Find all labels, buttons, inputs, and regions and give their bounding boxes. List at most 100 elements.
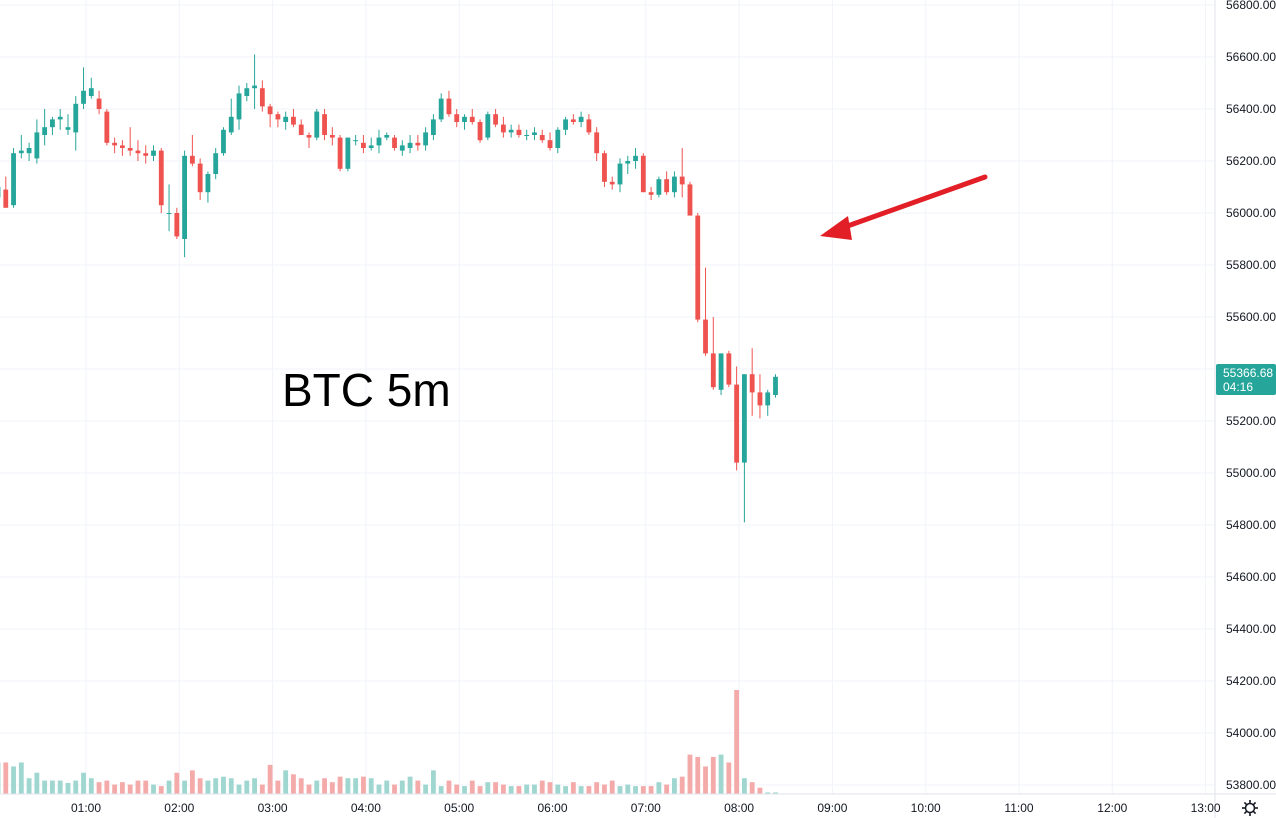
- time-axis[interactable]: 01:00 02:00 03:00 04:00 05:00 06:00 07:00 08:00…: [71, 801, 1221, 815]
- candle-body: [26, 148, 32, 154]
- price-tick-label: 56400.00: [1226, 102, 1276, 116]
- candle-body: [477, 122, 483, 141]
- volume-bar: [749, 782, 755, 794]
- candle-body: [415, 142, 421, 146]
- volume-bar: [81, 772, 86, 794]
- candle-body: [679, 176, 685, 185]
- price-axis[interactable]: 53800.00 54000.00 54200.00 54400.00 54600.00…: [1226, 0, 1276, 792]
- volume-bar: [578, 786, 584, 794]
- volume-bar: [648, 786, 654, 794]
- volume-bar: [57, 780, 63, 794]
- candle-body: [65, 127, 71, 130]
- volume-bar: [221, 776, 226, 794]
- volume-bar: [430, 770, 436, 794]
- volume-bar: [104, 780, 110, 794]
- candle-body: [197, 163, 203, 193]
- volume-bar: [112, 784, 118, 794]
- volume-bar: [143, 780, 149, 794]
- candle-body: [34, 132, 40, 159]
- volume-bar: [384, 780, 390, 794]
- volume-bar: [734, 690, 740, 794]
- candle-body: [205, 174, 211, 193]
- price-tick-label: 54600.00: [1226, 570, 1276, 584]
- candle-body: [166, 213, 172, 214]
- candle-body: [127, 148, 133, 151]
- volume-bar: [18, 762, 24, 794]
- volume-bar: [446, 780, 452, 794]
- gear-icon[interactable]: [1242, 800, 1258, 816]
- candle-body: [151, 150, 156, 156]
- candle-body: [407, 142, 413, 148]
- volume-bar: [376, 784, 382, 794]
- candle-body: [710, 353, 716, 388]
- volume-bar: [679, 776, 685, 794]
- volume-bar: [532, 784, 537, 794]
- candle-body: [392, 137, 397, 148]
- volume-bar: [205, 780, 211, 794]
- volume-bar: [462, 786, 467, 794]
- price-tick-label: 54800.00: [1226, 518, 1276, 532]
- candle-body: [3, 189, 9, 208]
- grid-lines: [0, 0, 1215, 794]
- volume-bar: [182, 780, 188, 794]
- candle-body: [88, 88, 94, 96]
- candle-body: [703, 319, 708, 354]
- candle-body: [423, 132, 429, 146]
- candle-body: [656, 179, 662, 195]
- candle-body: [158, 150, 164, 206]
- volume-bar: [189, 770, 195, 794]
- candle-body: [508, 129, 514, 133]
- volume-bar: [151, 784, 156, 794]
- volume-bar: [594, 782, 600, 794]
- time-tick-label: 04:00: [351, 801, 381, 815]
- volume-bar: [368, 778, 374, 794]
- volume-bar: [555, 784, 561, 794]
- candle-body: [119, 145, 125, 148]
- candle-body: [174, 213, 180, 237]
- volume-bar: [73, 780, 79, 794]
- volume-bar: [617, 786, 623, 794]
- volume-bar: [757, 787, 763, 794]
- candle-body: [726, 353, 732, 385]
- volume-bar: [485, 782, 491, 794]
- price-tick-label: 56200.00: [1226, 154, 1276, 168]
- volume-bar: [252, 778, 257, 794]
- candle-body: [306, 135, 312, 138]
- volume-bar: [407, 776, 413, 794]
- candle-body: [500, 124, 506, 133]
- volume-bar: [135, 780, 141, 794]
- volume-bar: [726, 762, 732, 794]
- volume-bar: [329, 782, 335, 794]
- last-price-tag: 55366.68 04:16: [1216, 364, 1276, 395]
- volume-bar: [166, 780, 172, 794]
- candle-body: [291, 116, 296, 125]
- candle-body: [586, 119, 592, 133]
- price-tick-label: 56800.00: [1226, 0, 1276, 12]
- volume-bar: [672, 778, 677, 794]
- candle-body: [42, 127, 48, 135]
- time-tick-label: 01:00: [71, 801, 101, 815]
- candle-body: [73, 103, 79, 133]
- candle-body: [734, 384, 740, 463]
- time-tick-label: 13:00: [1191, 801, 1221, 815]
- candle-body: [672, 176, 677, 193]
- volume-bar: [454, 784, 460, 794]
- volume-bar: [477, 786, 483, 794]
- candle-body: [446, 98, 452, 115]
- candle-body: [532, 132, 537, 135]
- volume-bar: [306, 784, 312, 794]
- volume-bar: [399, 780, 405, 794]
- volume-bar: [508, 786, 514, 794]
- candle-body: [594, 132, 600, 154]
- candle-body: [485, 114, 491, 138]
- price-tick-label: 54000.00: [1226, 726, 1276, 740]
- settings-button[interactable]: [1242, 800, 1258, 816]
- candle-body: [399, 145, 405, 151]
- volume-bar: [539, 780, 545, 794]
- candle-body: [469, 116, 475, 122]
- volume-bar: [602, 784, 607, 794]
- volume-bar: [42, 780, 48, 794]
- volume-bar: [563, 786, 568, 794]
- volume-bar: [291, 774, 296, 794]
